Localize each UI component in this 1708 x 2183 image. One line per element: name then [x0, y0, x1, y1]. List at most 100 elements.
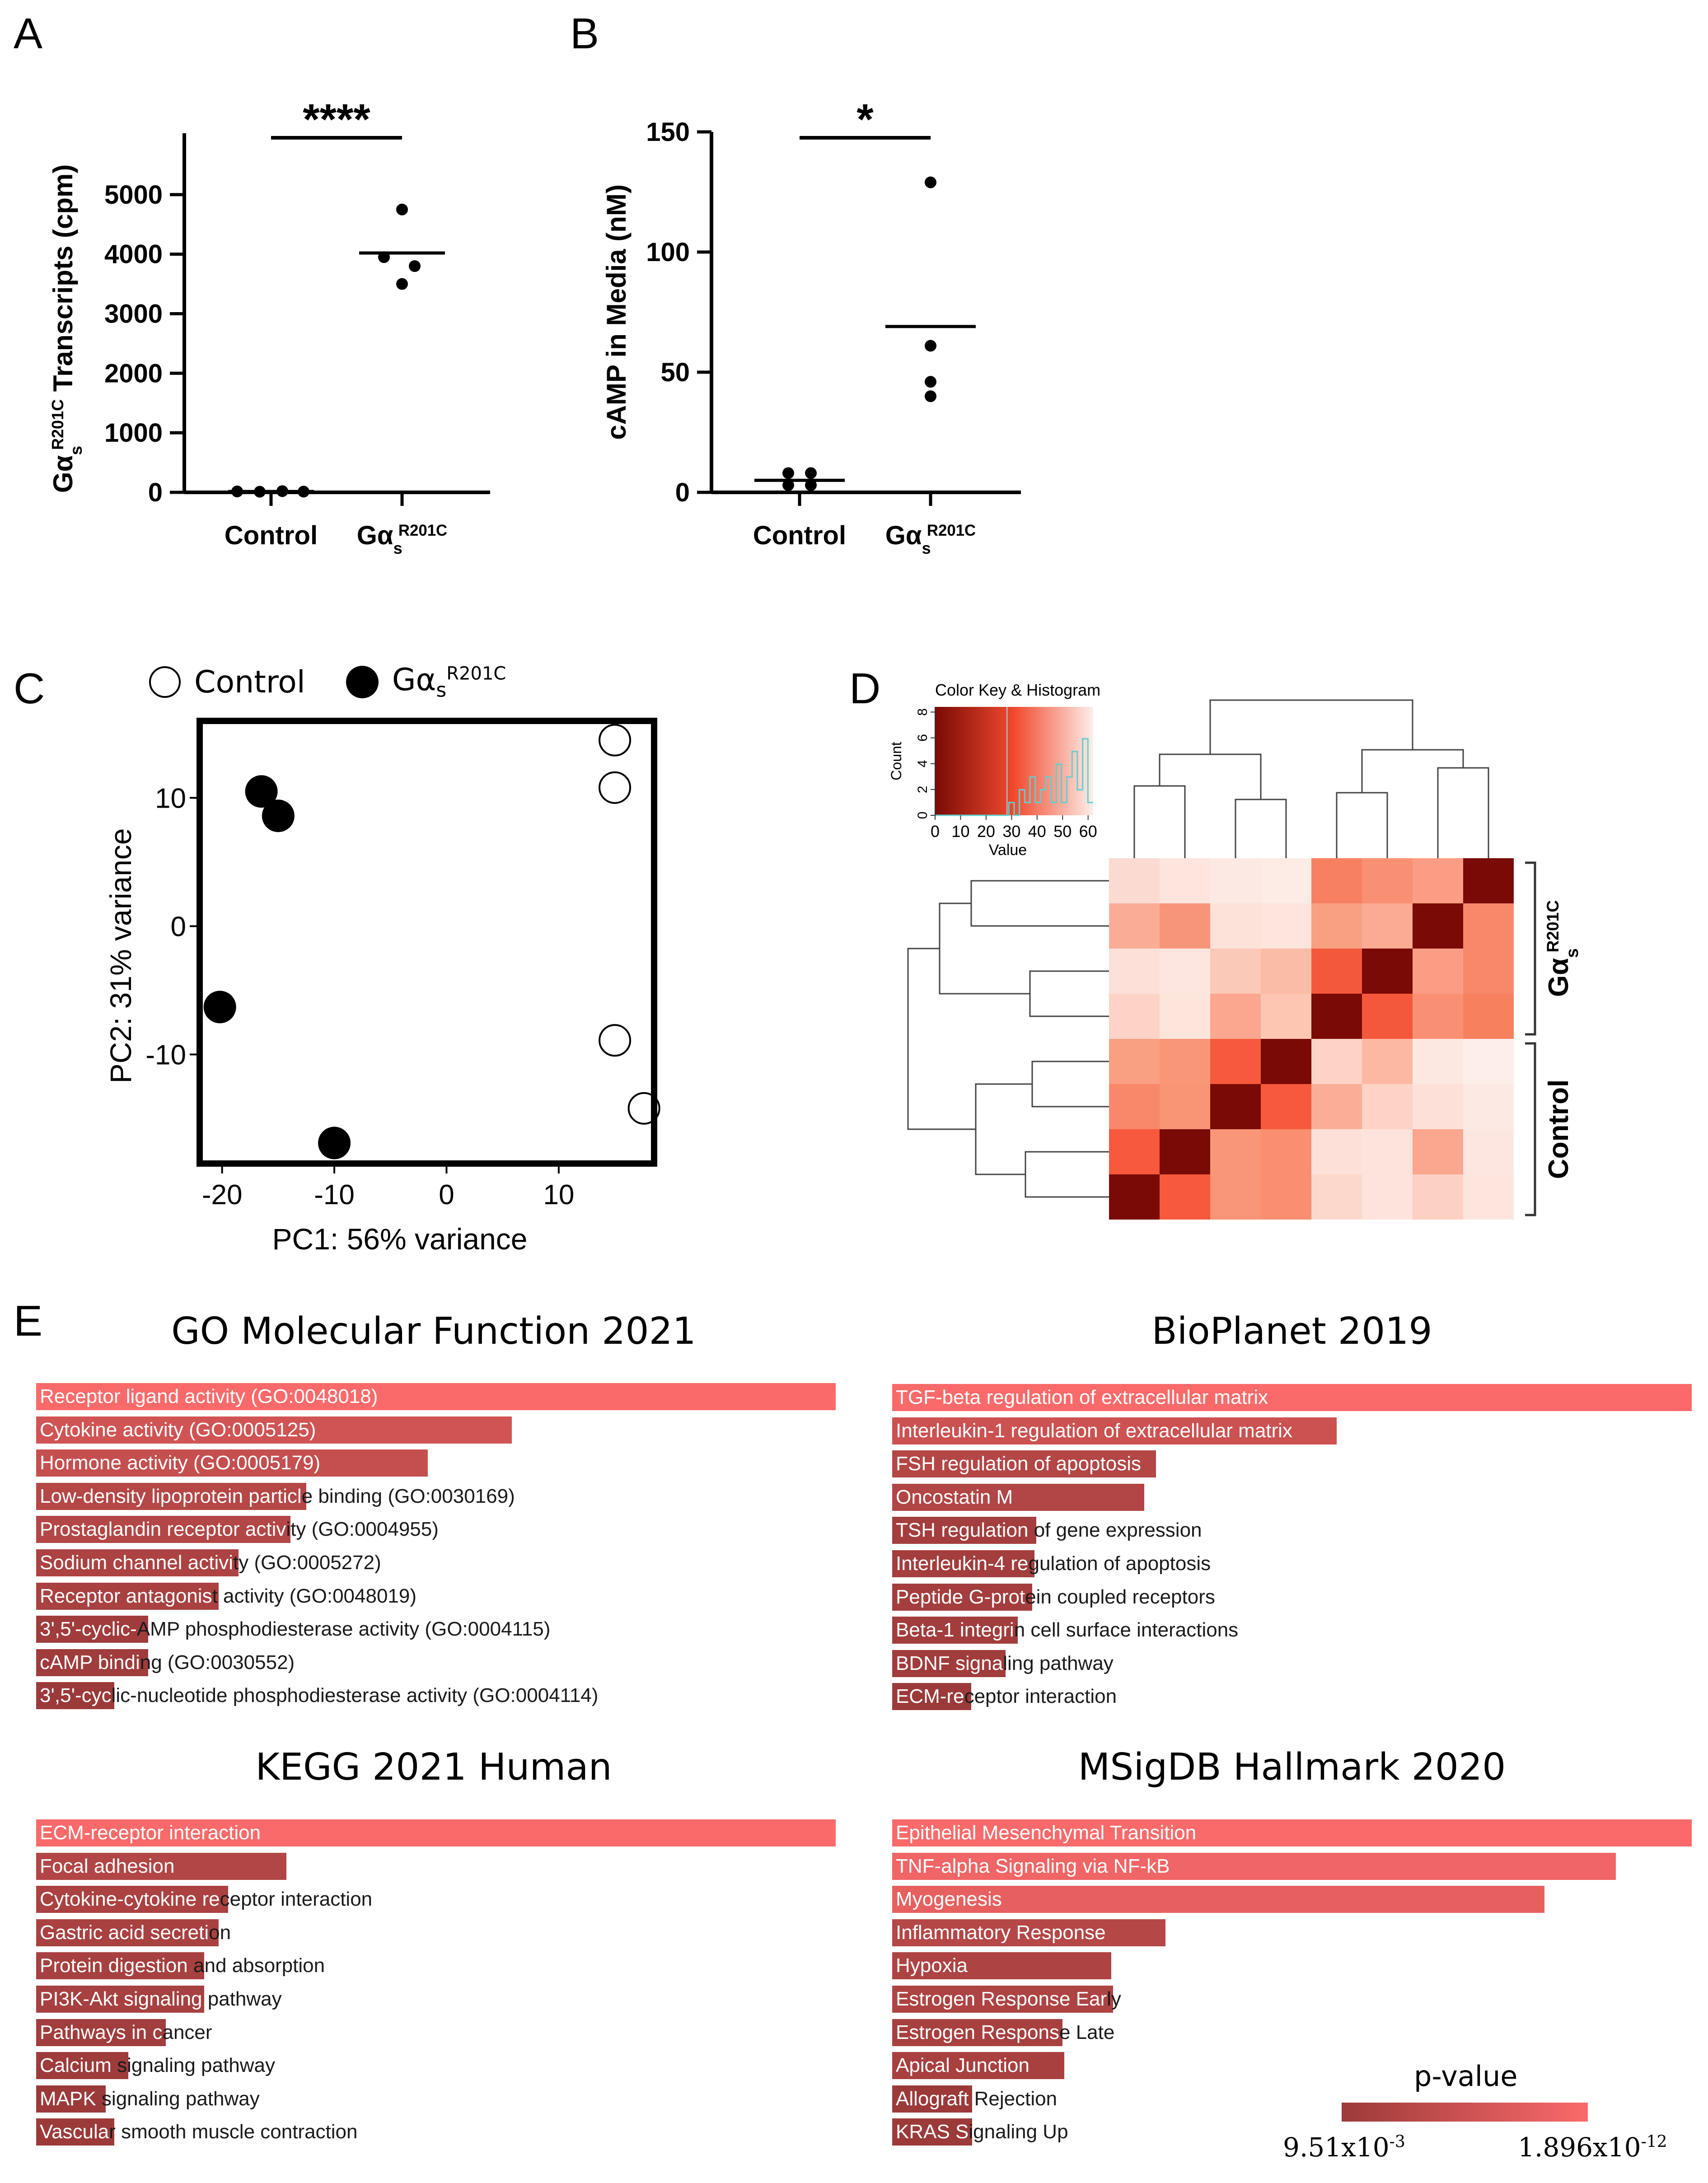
significance-label: ****: [303, 95, 370, 144]
legend-control-marker: [149, 666, 181, 698]
heatmap-cell: [1261, 1039, 1311, 1084]
pvalue-legend-title: p-value: [1414, 2060, 1518, 2093]
enrichment-bar-label: 3',5'-cyclic-nucleotide phosphodiesteras…: [40, 1684, 599, 1707]
heatmap-cell: [1210, 1084, 1261, 1129]
y-tick-label: 1000: [104, 418, 163, 448]
enrichment-bar: [892, 2052, 1064, 2080]
enrichment-bar-label: Sodium channel activity (GO:0005272): [40, 1551, 381, 1574]
y-tick-label: 3000: [104, 299, 163, 329]
heatmap-cell: [1261, 1129, 1311, 1174]
enrichment-row: TGF-beta regulation of extracellular mat…: [892, 1384, 1692, 1417]
x-tick-label: GαsR201C: [885, 521, 976, 557]
enrichment-row: Receptor antagonist activity (GO:0048019…: [36, 1582, 836, 1616]
enrichment-row: Low-density lipoprotein particle binding…: [36, 1482, 836, 1516]
x-tick-label: GαsR201C: [357, 521, 447, 557]
heatmap-cell: [1362, 1039, 1413, 1084]
enrichment-bar-label: BDNF signaling pathway: [896, 1652, 1114, 1674]
column-dendrogram: [1336, 792, 1388, 858]
enrichment-row: Hypoxia: [892, 1952, 1692, 1986]
row-bracket-gas: [1525, 861, 1536, 1036]
enrichment-bar: [892, 1417, 1337, 1444]
row-dendrogram: [975, 1083, 1032, 1175]
pca-point-control: [599, 1024, 632, 1057]
pca-point-gas: [318, 1127, 351, 1159]
x-tick-label: -20: [202, 1179, 243, 1211]
column-dendrogram: [1133, 785, 1186, 858]
heatmap-cell: [1261, 903, 1311, 949]
enrichment-bar: [892, 1517, 1036, 1544]
pvalue-legend: p-value 9.51x10-3 1.896x10-12: [1274, 2060, 1667, 2173]
color-key-histogram: [935, 738, 1093, 816]
count-label: Count: [888, 742, 904, 781]
x-tick-label: 10: [543, 1179, 574, 1211]
count-tick-label-group: 0: [915, 812, 930, 819]
enrichment-bar: [892, 2085, 972, 2113]
enrichment-bar: [892, 1952, 1111, 1980]
enrichment-row: Cytokine-cytokine receptor interaction: [36, 1886, 836, 1919]
heatmap-cell: [1413, 949, 1463, 994]
chart-c-legend: Control GαsR201C: [149, 655, 556, 709]
chart-a: 0 1000 2000 3000 4000 5000 Control GαsR201C ****…: [48, 95, 490, 557]
count-tick-label: 8: [915, 708, 930, 716]
enrichment-bar: [36, 1383, 836, 1410]
value-tick-label: 0: [931, 822, 940, 841]
heatmap-cell: [1463, 858, 1514, 903]
enrichment-row: Beta-1 integrin cell surface interaction…: [892, 1617, 1692, 1650]
enrichment-bar-label: KRAS Signaling Up: [896, 2121, 1068, 2143]
enrichment-title-go: GO Molecular Function 2021: [171, 1310, 696, 1353]
y-tick-label: 5000: [104, 180, 163, 210]
enrichment-bar: [892, 1384, 1692, 1411]
count-tick-label: 2: [915, 786, 930, 794]
enrichment-bar-label: TGF-beta regulation of extracellular mat…: [896, 1386, 1268, 1408]
y-axis-label: GαsR201C Transcripts (cpm): [48, 164, 85, 493]
panel-label-a: A: [14, 9, 43, 58]
value-tick-label: 10: [951, 822, 969, 841]
heatmap-cell: [1210, 994, 1261, 1039]
enrichment-bar: [892, 1617, 1018, 1644]
heatmap-cell: [1109, 1039, 1160, 1084]
enrichment-bar: [892, 1650, 1006, 1677]
enrichment-bar: [36, 2052, 128, 2080]
heatmap-cell: [1210, 949, 1261, 994]
enrichment-bar: [892, 1985, 1113, 2013]
enrichment-row: cAMP binding (GO:0030552): [36, 1649, 836, 1683]
pvalue-gradient: [1342, 2103, 1588, 2122]
heatmap-cell: [1311, 1129, 1362, 1174]
enrichment-row: KRAS Signaling Up: [892, 2118, 1692, 2152]
row-dendrogram: [907, 948, 976, 1130]
enrichment-bar: [36, 1416, 512, 1444]
y-axis-label-group: GαsR201C Transcripts (cpm): [48, 164, 85, 493]
enrichment-bar-label: Interleukin-1 regulation of extracellula…: [896, 1419, 1292, 1442]
enrichment-row: Inflammatory Response: [892, 1919, 1692, 1953]
heatmap-cell: [1160, 1129, 1210, 1174]
enrichment-bar-label: Receptor ligand activity (GO:0048018): [40, 1385, 378, 1407]
enrichment-bar: [892, 1683, 972, 1711]
column-dendrogram: [1209, 699, 1413, 754]
row-group-label-gas-group: GαsR201C: [1543, 900, 1581, 997]
row-dendrogram: [970, 880, 1109, 927]
data-point: [925, 340, 936, 352]
y-axis-label: PC2: 31% variance: [104, 828, 137, 1084]
panel-label-e: E: [14, 1297, 43, 1345]
row-dendrogram: [939, 902, 1030, 995]
chart-b: 0 50 100 150 Control GαsR201C * cAMP in Media (…: [601, 95, 1021, 557]
enrichment-row: Oncostatin M: [892, 1483, 1692, 1517]
enrichment-row: 3',5'-cyclic-nucleotide phosphodiesteras…: [36, 1682, 836, 1716]
enrichment-kegg-bars: ECM-receptor interaction Focal adhesion Cy…: [36, 1819, 836, 2152]
enrichment-bar: [36, 1985, 204, 2013]
row-group-label-control-group: Control: [1543, 1080, 1574, 1179]
enrichment-bar-label: Apical Junction: [896, 2054, 1029, 2077]
heatmap-cell: [1362, 858, 1413, 903]
enrichment-bar-label: TNF-alpha Signaling via NF-kB: [896, 1855, 1170, 1877]
enrichment-bar-label: ECM-receptor interaction: [40, 1822, 261, 1844]
enrichment-bar-label: Low-density lipoprotein particle binding…: [40, 1485, 515, 1507]
heatmap-cell: [1261, 858, 1311, 903]
heatmap-cell: [1362, 1174, 1413, 1220]
enrichment-row: Allograft Rejection: [892, 2085, 1692, 2119]
enrichment-bar: [892, 1450, 1156, 1478]
y-tick-label: -10: [145, 1040, 186, 1071]
enrichment-row: Gastric acid secretion: [36, 1919, 836, 1953]
enrichment-bar-label: TSH regulation of gene expression: [896, 1519, 1202, 1542]
enrichment-row: Epithelial Mesenchymal Transition: [892, 1819, 1692, 1853]
enrichment-bar-label: Hypoxia: [896, 1954, 968, 1977]
